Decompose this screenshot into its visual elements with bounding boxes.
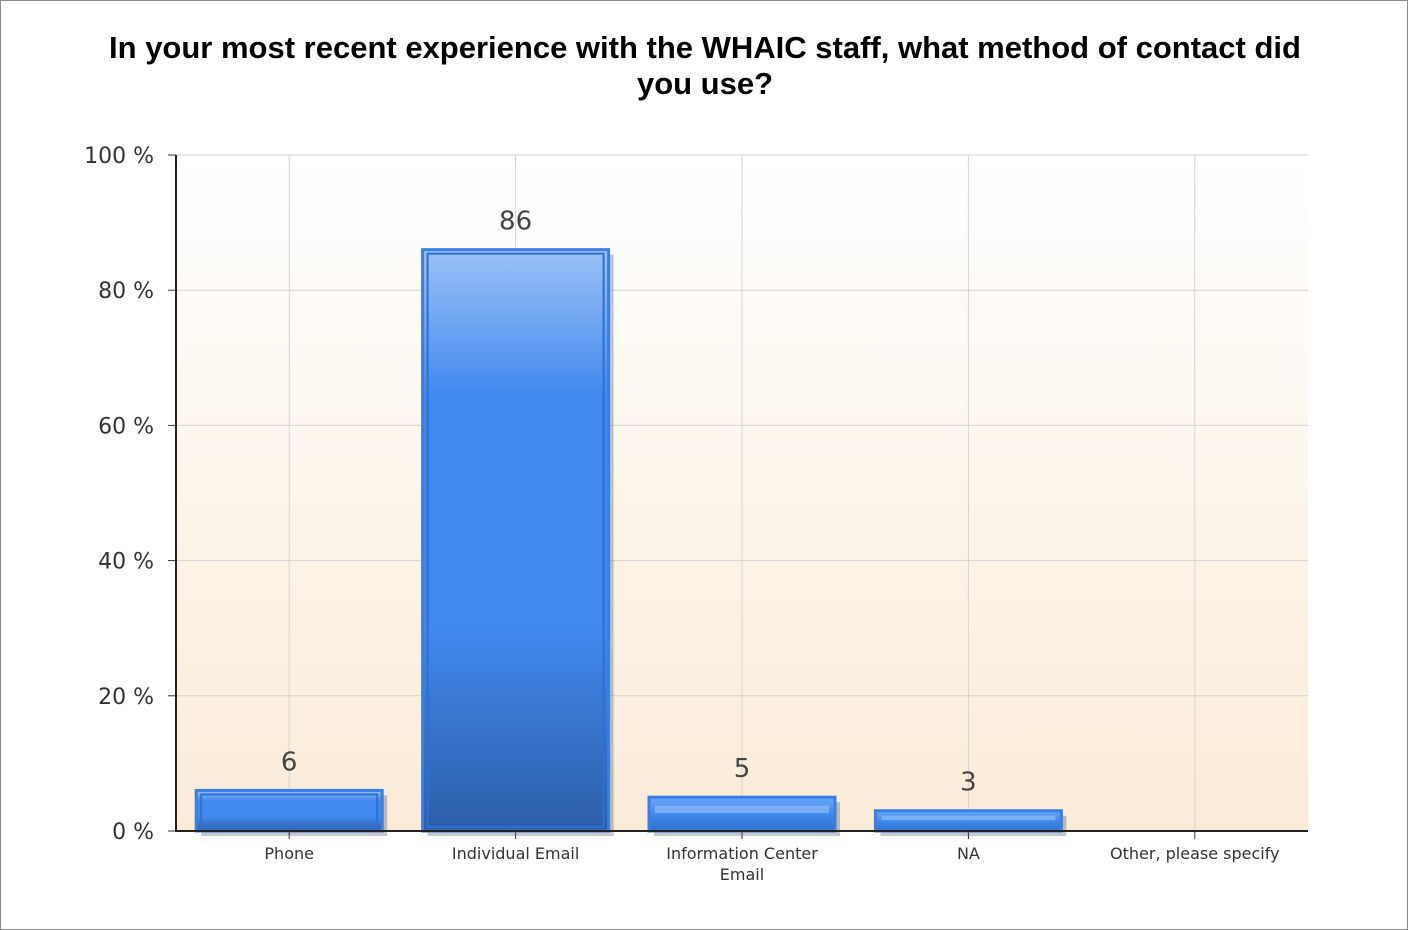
y-tick-label: 60 % xyxy=(98,414,154,439)
value-label: 3 xyxy=(960,768,977,798)
x-tick-label-line: Information Center xyxy=(666,844,818,863)
y-tick-label: 20 % xyxy=(98,685,154,710)
bar-body xyxy=(421,248,611,833)
y-tick-label: 40 % xyxy=(98,550,154,575)
x-tick-label: Individual Email xyxy=(452,844,579,863)
bar-highlight xyxy=(881,815,1056,821)
bar xyxy=(194,788,388,836)
bar-highlight xyxy=(655,805,829,814)
bar-body xyxy=(873,809,1063,833)
bar-body xyxy=(647,795,837,833)
x-tick-label: Phone xyxy=(264,844,314,863)
x-tick-label-line: Individual Email xyxy=(452,844,579,863)
x-tick-label: Other, please specify xyxy=(1110,844,1280,863)
x-tick-label-line: NA xyxy=(957,844,980,863)
x-tick-label-line: Email xyxy=(720,865,764,884)
value-label: 86 xyxy=(499,207,532,237)
value-label: 5 xyxy=(734,754,751,784)
x-tick-label: Information Center Email xyxy=(666,844,818,884)
x-tick-label-line: Phone xyxy=(264,844,314,863)
y-tick-label: 80 % xyxy=(98,279,154,304)
bar-inner-edge xyxy=(200,793,379,829)
value-label: 6 xyxy=(281,747,298,777)
bar-inner-edge xyxy=(426,252,605,828)
chart-title: In your most recent experience with the … xyxy=(109,30,1301,101)
y-tick-label: 100 % xyxy=(84,144,154,169)
x-tick-label: NA xyxy=(957,844,980,863)
x-tick-label-line: Other, please specify xyxy=(1110,844,1280,863)
y-tick-label: 0 % xyxy=(112,820,154,845)
bar xyxy=(873,809,1067,836)
bar xyxy=(421,248,614,836)
bar-body xyxy=(194,788,384,833)
